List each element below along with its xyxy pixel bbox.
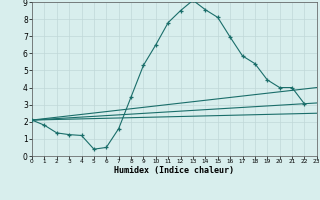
X-axis label: Humidex (Indice chaleur): Humidex (Indice chaleur) [115, 166, 234, 175]
